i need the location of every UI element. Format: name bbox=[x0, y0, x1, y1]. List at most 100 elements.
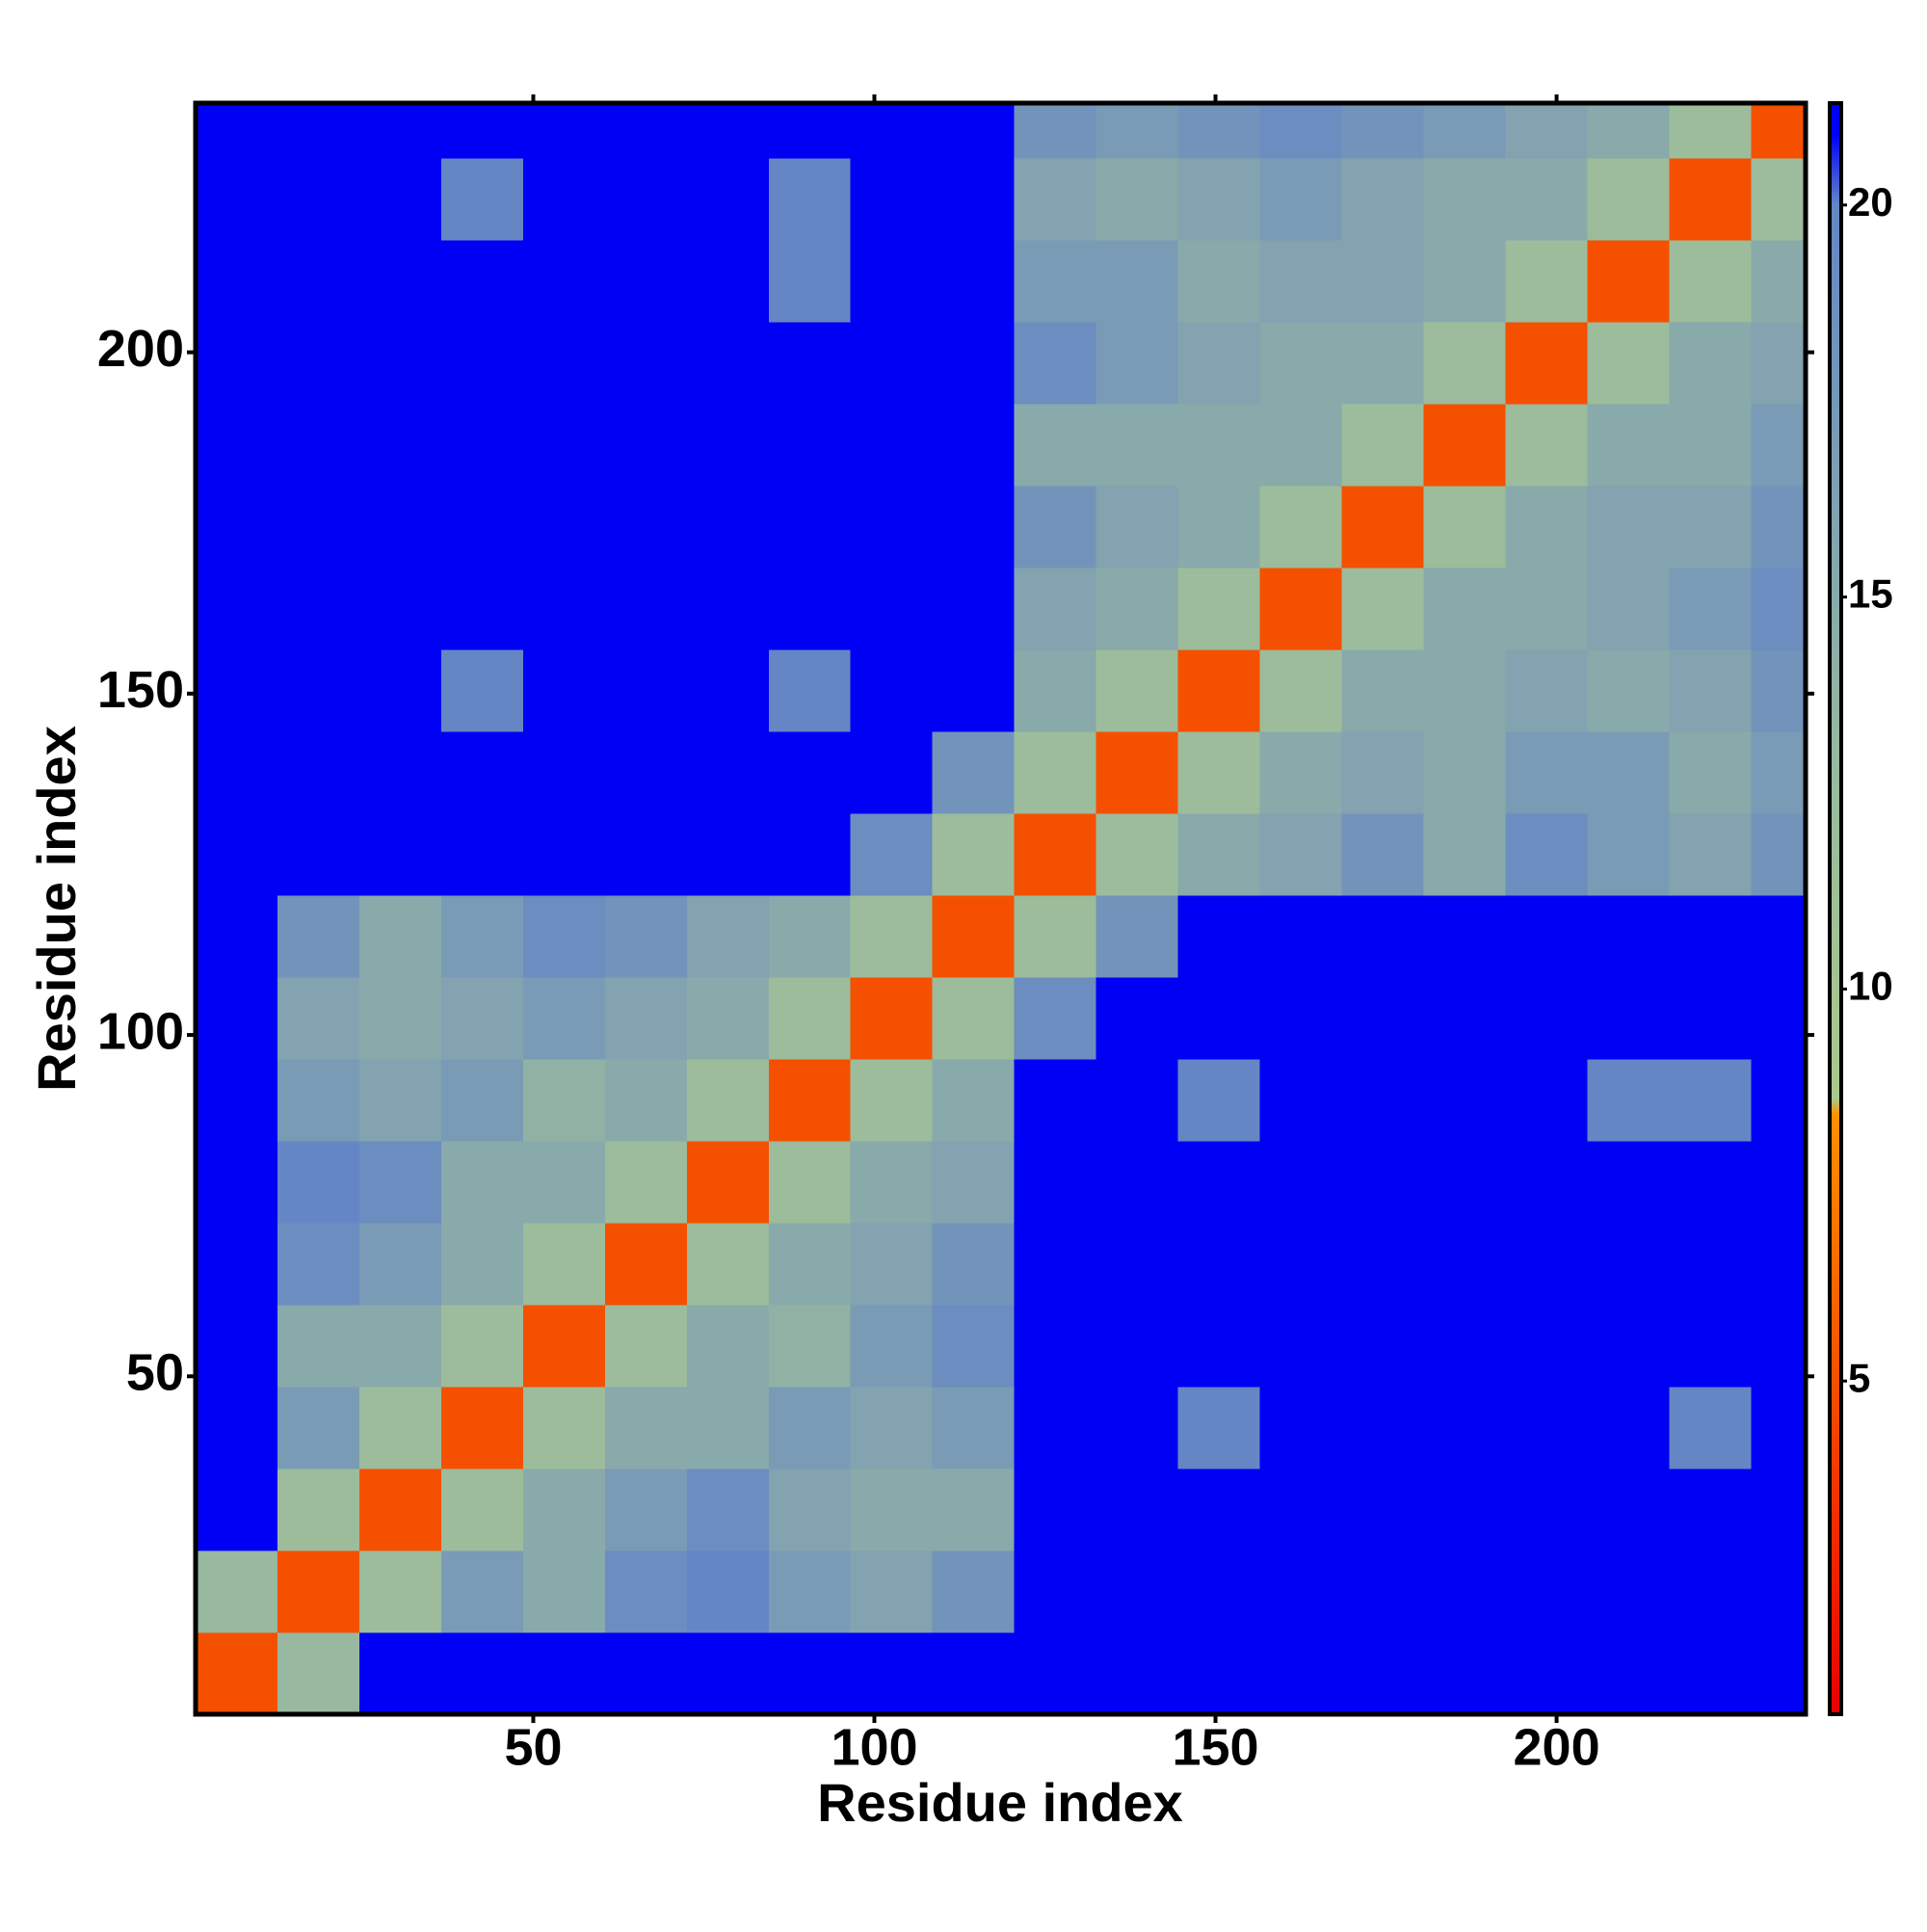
heatmap-cell bbox=[1095, 485, 1179, 569]
heatmap-cell bbox=[1669, 976, 1752, 1060]
heatmap-cell bbox=[1014, 1549, 1097, 1633]
heatmap-cell bbox=[768, 1140, 852, 1224]
heatmap-cell bbox=[440, 567, 524, 650]
y-axis-title: Residue index bbox=[26, 726, 87, 1092]
heatmap-cell bbox=[1095, 157, 1179, 241]
heatmap-cell bbox=[358, 648, 442, 732]
heatmap-cell bbox=[1095, 567, 1179, 650]
heatmap-cell bbox=[850, 321, 934, 405]
heatmap-cell bbox=[932, 157, 1016, 241]
heatmap-cell bbox=[1014, 730, 1097, 814]
heatmap-cell bbox=[1751, 403, 1807, 487]
heatmap-cell bbox=[1751, 1140, 1807, 1224]
heatmap-cell bbox=[1014, 1058, 1097, 1142]
heatmap-cell bbox=[1177, 730, 1261, 814]
heatmap-cell bbox=[604, 239, 688, 323]
heatmap-cell bbox=[850, 1386, 934, 1469]
heatmap-cell bbox=[1505, 1222, 1589, 1306]
heatmap-cell bbox=[768, 1631, 852, 1715]
heatmap-cell bbox=[1014, 1386, 1097, 1469]
heatmap-cell bbox=[522, 730, 606, 814]
heatmap-cell bbox=[1423, 1058, 1507, 1142]
heatmap-cell bbox=[1423, 1549, 1507, 1633]
heatmap-cell bbox=[1177, 1468, 1261, 1551]
heatmap-cell bbox=[1177, 103, 1261, 159]
heatmap-cell bbox=[1259, 239, 1343, 323]
heatmap-cell bbox=[1095, 239, 1179, 323]
x-tick-label: 200 bbox=[1514, 1718, 1600, 1776]
heatmap-cell bbox=[277, 812, 360, 896]
heatmap-cell bbox=[1669, 239, 1752, 323]
heatmap-cell bbox=[1095, 976, 1179, 1060]
heatmap-cell bbox=[604, 1222, 688, 1306]
heatmap-cell bbox=[1259, 812, 1343, 896]
heatmap-cell bbox=[1751, 1058, 1807, 1142]
heatmap-cell bbox=[1095, 1549, 1179, 1633]
heatmap-cell bbox=[932, 812, 1016, 896]
heatmap-cell bbox=[850, 1468, 934, 1551]
heatmap-cell bbox=[1669, 1468, 1752, 1551]
heatmap-cell bbox=[1423, 239, 1507, 323]
heatmap-cell bbox=[1423, 321, 1507, 405]
heatmap-cell bbox=[686, 1468, 770, 1551]
heatmap-cell bbox=[932, 403, 1016, 487]
heatmap-cell bbox=[686, 1304, 770, 1388]
heatmap-cell bbox=[196, 1631, 278, 1715]
heatmap-cell bbox=[1177, 1058, 1261, 1142]
heatmap-cell bbox=[358, 485, 442, 569]
heatmap-cell bbox=[196, 103, 278, 159]
heatmap-cell bbox=[1423, 648, 1507, 732]
heatmap-cell bbox=[1014, 321, 1097, 405]
heatmap-cell bbox=[1423, 976, 1507, 1060]
heatmap-cell bbox=[1177, 976, 1261, 1060]
heatmap-cell bbox=[1259, 730, 1343, 814]
heatmap-cell bbox=[932, 1304, 1016, 1388]
heatmap-cell bbox=[932, 1222, 1016, 1306]
heatmap-cell bbox=[768, 730, 852, 814]
heatmap-cell bbox=[686, 239, 770, 323]
heatmap-cell bbox=[1423, 894, 1507, 978]
heatmap-cell bbox=[1341, 485, 1425, 569]
heatmap-cell bbox=[522, 321, 606, 405]
heatmap-cell bbox=[1505, 730, 1589, 814]
heatmap-cell bbox=[522, 157, 606, 241]
heatmap-cell bbox=[1259, 1386, 1343, 1469]
heatmap-cell bbox=[604, 1549, 688, 1633]
heatmap-cell bbox=[686, 485, 770, 569]
heatmap-cell bbox=[932, 103, 1016, 159]
heatmap-cell bbox=[850, 1058, 934, 1142]
heatmap-cell bbox=[1751, 321, 1807, 405]
heatmap-cell bbox=[1751, 485, 1807, 569]
heatmap-cell bbox=[768, 1386, 852, 1469]
heatmap-cell bbox=[1177, 403, 1261, 487]
heatmap-cell bbox=[1587, 1549, 1670, 1633]
heatmap-cell bbox=[850, 1631, 934, 1715]
heatmap-cell bbox=[1095, 1304, 1179, 1388]
x-tick-label: 50 bbox=[504, 1718, 562, 1776]
heatmap-cell bbox=[1341, 157, 1425, 241]
heatmap-cell bbox=[1095, 1631, 1179, 1715]
heatmap-cell bbox=[1505, 1304, 1589, 1388]
heatmap-cell bbox=[1587, 730, 1670, 814]
heatmap-cell bbox=[1505, 567, 1589, 650]
colorbar-tick-label: 15 bbox=[1848, 571, 1893, 617]
heatmap-cell bbox=[932, 239, 1016, 323]
heatmap-cell bbox=[1505, 1386, 1589, 1469]
heatmap-cell bbox=[358, 1304, 442, 1388]
heatmap-cell bbox=[1095, 103, 1179, 159]
heatmap-cell bbox=[686, 1222, 770, 1306]
heatmap-cell bbox=[850, 812, 934, 896]
heatmap-cell bbox=[358, 567, 442, 650]
heatmap-cell bbox=[196, 1386, 278, 1469]
heatmap-cell bbox=[850, 157, 934, 241]
heatmap-cell bbox=[686, 157, 770, 241]
heatmap-cell bbox=[604, 1386, 688, 1469]
heatmap-cell bbox=[768, 1304, 852, 1388]
heatmap-cell bbox=[1751, 1386, 1807, 1469]
colorbar-tick-label: 20 bbox=[1848, 179, 1893, 225]
heatmap-cell bbox=[1587, 976, 1670, 1060]
heatmap-cell bbox=[1177, 321, 1261, 405]
heatmap-cell bbox=[440, 1058, 524, 1142]
heatmap-cell bbox=[440, 403, 524, 487]
heatmap-cell bbox=[440, 157, 524, 241]
